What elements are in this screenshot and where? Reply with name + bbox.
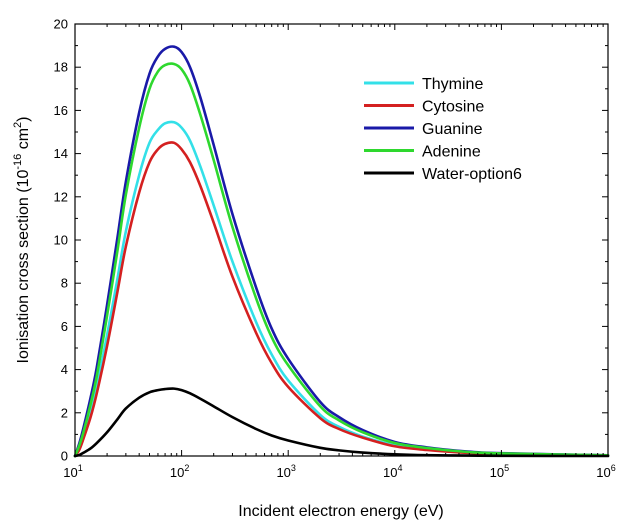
x-tick-label: 105 bbox=[490, 463, 509, 480]
y-tick-label: 2 bbox=[61, 405, 68, 420]
x-tick-base: 10 bbox=[490, 465, 504, 480]
x-tick-base: 10 bbox=[596, 465, 610, 480]
legend-label-water-option6: Water-option6 bbox=[422, 166, 522, 183]
x-tick-base: 10 bbox=[383, 465, 397, 480]
y-tick-label: 14 bbox=[54, 146, 68, 161]
x-tick-label: 102 bbox=[170, 463, 189, 480]
x-tick-exponent: 1 bbox=[78, 463, 83, 473]
x-tick-exponent: 6 bbox=[611, 463, 616, 473]
x-tick-label: 103 bbox=[276, 463, 295, 480]
x-tick-exponent: 4 bbox=[398, 463, 403, 473]
legend-label-guanine: Guanine bbox=[422, 121, 483, 138]
series-line-adenine bbox=[73, 62, 610, 458]
legend-label-adenine: Adenine bbox=[422, 144, 481, 161]
y-axis-title-main: Ionisation cross section (10 bbox=[15, 170, 32, 364]
x-tick-base: 10 bbox=[63, 465, 77, 480]
y-axis-title-exp1: -16 bbox=[12, 154, 24, 170]
x-tick-label: 101 bbox=[63, 463, 82, 480]
series-line-water-option6 bbox=[73, 387, 610, 458]
y-axis-title-mid: cm bbox=[15, 128, 32, 154]
x-axis-title: Incident electron energy (eV) bbox=[238, 503, 443, 520]
y-tick-label: 10 bbox=[54, 233, 68, 248]
y-tick-label: 18 bbox=[54, 60, 68, 75]
x-tick-exponent: 2 bbox=[184, 463, 189, 473]
y-tick-label: 12 bbox=[54, 189, 68, 204]
y-tick-label: 8 bbox=[61, 276, 68, 291]
y-tick-label: 0 bbox=[61, 449, 68, 464]
legend-label-cytosine: Cytosine bbox=[422, 99, 484, 116]
series-layer bbox=[73, 45, 610, 458]
legend: Thymine Cytosine Guanine Adenine Water-optio… bbox=[364, 76, 522, 183]
y-axis-title-exp2: 2 bbox=[12, 122, 24, 128]
x-tick-exponent: 3 bbox=[291, 463, 296, 473]
x-tick-label: 104 bbox=[383, 463, 402, 480]
series-line-cytosine bbox=[73, 141, 610, 458]
series-line-guanine bbox=[73, 45, 610, 458]
legend-label-thymine: Thymine bbox=[422, 76, 483, 93]
y-tick-label: 20 bbox=[54, 17, 68, 32]
x-tick-label: 106 bbox=[596, 463, 615, 480]
x-tick-base: 10 bbox=[276, 465, 290, 480]
x-tick-base: 10 bbox=[170, 465, 184, 480]
y-tick-label: 16 bbox=[54, 103, 68, 118]
y-tick-label: 4 bbox=[61, 362, 68, 377]
x-tick-exponent: 5 bbox=[504, 463, 509, 473]
y-axis-title-end: ) bbox=[15, 116, 32, 121]
y-tick-label: 6 bbox=[61, 319, 68, 334]
y-axis-title: Ionisation cross section (10-16 cm2) bbox=[12, 116, 32, 363]
